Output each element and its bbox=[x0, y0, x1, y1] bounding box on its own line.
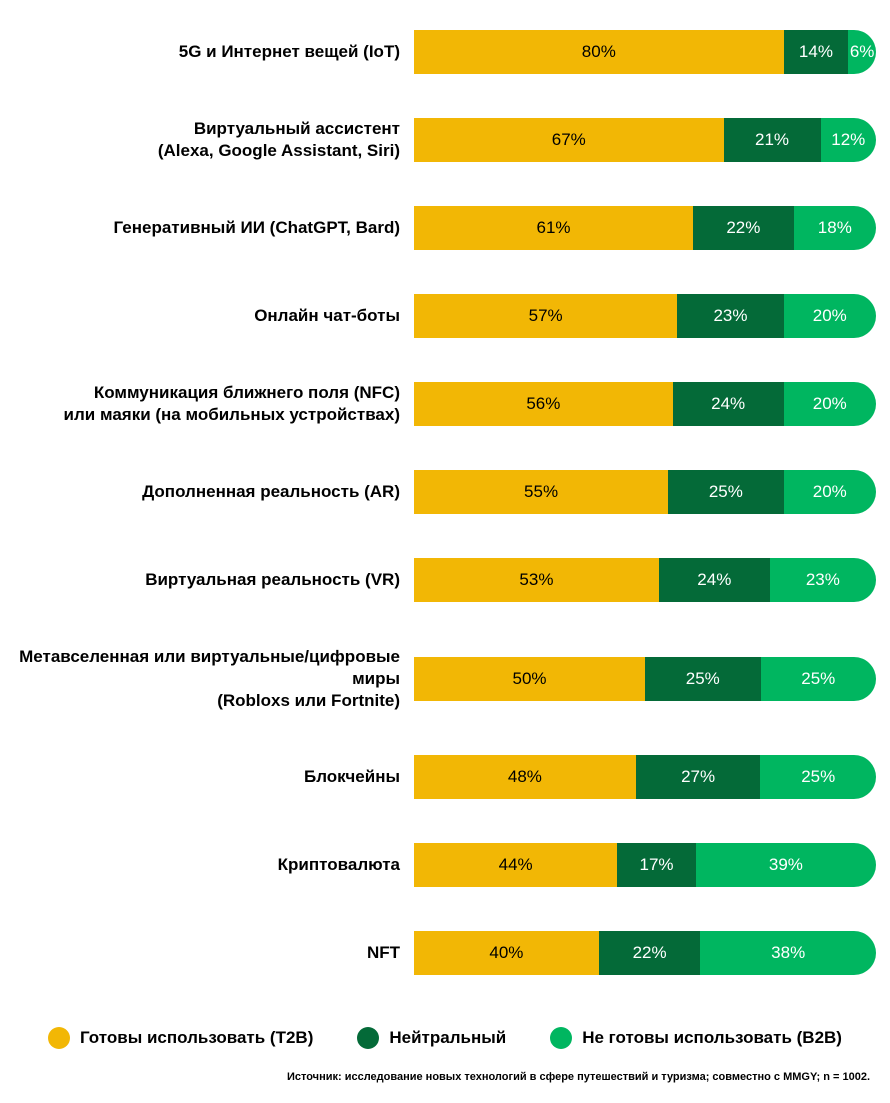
bar-segment: 24% bbox=[673, 382, 784, 426]
bar-label: Генеративный ИИ (ChatGPT, Bard) bbox=[14, 217, 414, 239]
bar-label: 5G и Интернет вещей (IoT) bbox=[14, 41, 414, 63]
bar-segment: 61% bbox=[414, 206, 693, 250]
stacked-bar: 48%27%25% bbox=[414, 755, 876, 799]
bar-label: Дополненная реальность (AR) bbox=[14, 481, 414, 503]
footnote: Источник: исследование новых технологий … bbox=[14, 1071, 876, 1083]
bar-segment: 56% bbox=[414, 382, 673, 426]
bar-segment: 20% bbox=[784, 470, 876, 514]
bar-segment: 53% bbox=[414, 558, 659, 602]
stacked-bar: 53%24%23% bbox=[414, 558, 876, 602]
legend-label: Не готовы использовать (B2B) bbox=[582, 1028, 842, 1048]
stacked-bar: 44%17%39% bbox=[414, 843, 876, 887]
bar-segment: 50% bbox=[414, 657, 645, 701]
bar-segment: 20% bbox=[784, 382, 876, 426]
bar-row: Метавселенная или виртуальные/цифровые м… bbox=[14, 646, 876, 711]
bar-segment: 20% bbox=[784, 294, 876, 338]
stacked-bar: 61%22%18% bbox=[414, 206, 876, 250]
bar-segment: 25% bbox=[668, 470, 784, 514]
bar-segment: 6% bbox=[848, 30, 876, 74]
tech-readiness-chart: 5G и Интернет вещей (IoT)80%14%6%Виртуал… bbox=[0, 0, 890, 1103]
bar-row: Генеративный ИИ (ChatGPT, Bard)61%22%18% bbox=[14, 206, 876, 250]
bar-segment: 14% bbox=[784, 30, 849, 74]
stacked-bar: 80%14%6% bbox=[414, 30, 876, 74]
bar-row: Дополненная реальность (AR)55%25%20% bbox=[14, 470, 876, 514]
legend-swatch bbox=[550, 1027, 572, 1049]
legend-swatch bbox=[357, 1027, 379, 1049]
bar-segment: 80% bbox=[414, 30, 784, 74]
bar-label: NFT bbox=[14, 942, 414, 964]
bar-row: Виртуальный ассистент(Alexa, Google Assi… bbox=[14, 118, 876, 162]
bar-segment: 24% bbox=[659, 558, 770, 602]
bar-segment: 44% bbox=[414, 843, 617, 887]
bar-segment: 21% bbox=[724, 118, 821, 162]
bar-segment: 23% bbox=[677, 294, 783, 338]
stacked-bar: 50%25%25% bbox=[414, 657, 876, 701]
bar-segment: 22% bbox=[693, 206, 794, 250]
stacked-bar: 67%21%12% bbox=[414, 118, 876, 162]
bar-segment: 17% bbox=[617, 843, 696, 887]
bar-row: 5G и Интернет вещей (IoT)80%14%6% bbox=[14, 30, 876, 74]
bar-segment: 25% bbox=[760, 755, 876, 799]
stacked-bar: 55%25%20% bbox=[414, 470, 876, 514]
bar-segment: 22% bbox=[599, 931, 701, 975]
bar-row: Виртуальная реальность (VR)53%24%23% bbox=[14, 558, 876, 602]
bar-segment: 25% bbox=[645, 657, 761, 701]
bar-segment: 40% bbox=[414, 931, 599, 975]
bar-segment: 25% bbox=[761, 657, 877, 701]
bar-segment: 39% bbox=[696, 843, 876, 887]
legend-item: Готовы использовать (T2B) bbox=[48, 1027, 313, 1049]
bar-segment: 55% bbox=[414, 470, 668, 514]
bar-label: Криптовалюта bbox=[14, 854, 414, 876]
bar-label: Виртуальная реальность (VR) bbox=[14, 569, 414, 591]
stacked-bar: 40%22%38% bbox=[414, 931, 876, 975]
legend-label: Нейтральный bbox=[389, 1028, 506, 1048]
bar-segment: 27% bbox=[636, 755, 761, 799]
bar-segment: 18% bbox=[794, 206, 876, 250]
bar-segment: 12% bbox=[821, 118, 876, 162]
bar-row: Коммуникация ближнего поля (NFC)или маяк… bbox=[14, 382, 876, 426]
bar-segment: 23% bbox=[770, 558, 876, 602]
stacked-bar: 57%23%20% bbox=[414, 294, 876, 338]
bar-row: Онлайн чат-боты57%23%20% bbox=[14, 294, 876, 338]
legend-swatch bbox=[48, 1027, 70, 1049]
bar-rows-container: 5G и Интернет вещей (IoT)80%14%6%Виртуал… bbox=[14, 30, 876, 975]
bar-row: NFT40%22%38% bbox=[14, 931, 876, 975]
legend: Готовы использовать (T2B) Нейтральный Не г… bbox=[14, 1027, 876, 1049]
bar-segment: 57% bbox=[414, 294, 677, 338]
bar-label: Онлайн чат-боты bbox=[14, 305, 414, 327]
bar-segment: 48% bbox=[414, 755, 636, 799]
legend-item: Не готовы использовать (B2B) bbox=[550, 1027, 842, 1049]
bar-row: Криптовалюта44%17%39% bbox=[14, 843, 876, 887]
legend-item: Нейтральный bbox=[357, 1027, 506, 1049]
bar-label: Коммуникация ближнего поля (NFC)или маяк… bbox=[14, 382, 414, 426]
bar-row: Блокчейны48%27%25% bbox=[14, 755, 876, 799]
legend-label: Готовы использовать (T2B) bbox=[80, 1028, 313, 1048]
bar-segment: 38% bbox=[700, 931, 876, 975]
bar-label: Виртуальный ассистент(Alexa, Google Assi… bbox=[14, 118, 414, 162]
bar-label: Блокчейны bbox=[14, 766, 414, 788]
bar-segment: 67% bbox=[414, 118, 724, 162]
bar-label: Метавселенная или виртуальные/цифровые м… bbox=[14, 646, 414, 711]
stacked-bar: 56%24%20% bbox=[414, 382, 876, 426]
